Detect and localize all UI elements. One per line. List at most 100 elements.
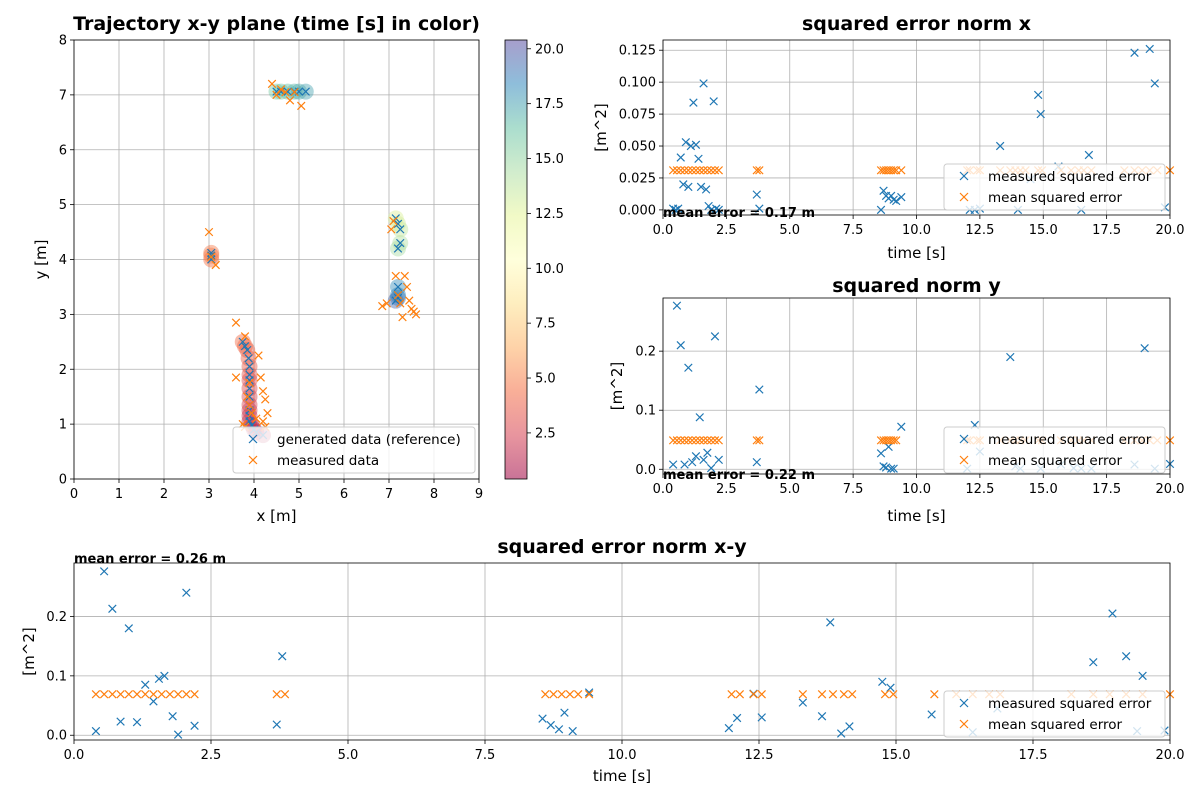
data-point — [243, 392, 252, 401]
data-point — [132, 717, 142, 727]
data-point — [817, 712, 827, 721]
data-point — [387, 225, 396, 234]
data-point — [691, 436, 701, 445]
data-point — [231, 318, 241, 327]
data-point — [680, 436, 689, 445]
data-point — [285, 96, 295, 105]
data-point — [889, 195, 898, 204]
data-point — [560, 708, 569, 717]
legend-box — [943, 163, 1166, 211]
data-point — [676, 166, 685, 175]
y-tick-label: 0.0 — [46, 729, 67, 744]
chart-title: squared error norm x-y — [497, 536, 747, 558]
data-point — [290, 87, 299, 97]
data-point — [160, 671, 169, 681]
data-point — [245, 392, 254, 401]
data-point — [673, 204, 683, 213]
data-point — [845, 722, 854, 731]
data-point — [124, 690, 134, 699]
data-point — [557, 690, 566, 699]
data-point — [378, 301, 387, 311]
data-point — [706, 166, 716, 175]
data-point — [668, 166, 678, 175]
data-point — [1006, 352, 1015, 362]
data-point — [245, 378, 254, 388]
data-point — [1108, 609, 1117, 618]
x-tick-label: 2.5 — [716, 223, 737, 238]
x-tick-label: 7.5 — [843, 482, 864, 497]
data-point — [884, 442, 893, 452]
legend-marker — [959, 192, 969, 202]
legend-marker — [248, 455, 258, 465]
data-point — [889, 166, 898, 175]
data-point — [396, 225, 405, 234]
data-point — [684, 363, 693, 372]
data-point — [701, 185, 711, 194]
legend-label: mean squared error — [988, 453, 1123, 469]
data-point — [1089, 657, 1098, 667]
colorbar-tick-label: 5.0 — [535, 372, 556, 387]
data-point — [272, 720, 281, 729]
data-point — [755, 385, 764, 394]
data-point — [396, 299, 405, 308]
data-point — [141, 680, 150, 689]
data-point — [393, 290, 403, 300]
data-point — [691, 140, 701, 149]
data-point — [714, 455, 723, 465]
data-point — [879, 186, 888, 195]
x-tick-label: 4 — [250, 487, 258, 502]
data-point — [699, 166, 708, 175]
data-point — [752, 436, 762, 445]
x-axis-label: time [s] — [887, 507, 945, 525]
data-point — [396, 238, 405, 248]
data-point — [1036, 109, 1045, 119]
data-point — [272, 690, 281, 699]
data-point — [930, 690, 939, 699]
data-point — [886, 683, 895, 692]
data-point — [880, 690, 890, 699]
data-point — [549, 690, 558, 699]
data-point — [267, 79, 277, 89]
data-point — [261, 395, 270, 404]
x-tick-label: 20.0 — [1156, 482, 1185, 497]
chart-erry: 0.0 2.5 5.0 7.5 10.0 12.5 15.0 17.5 20.0 0.0 0.1 0.… — [608, 275, 1184, 525]
x-tick-label: 20.0 — [1156, 748, 1185, 763]
data-point — [798, 698, 808, 707]
y-tick-label: 0.2 — [46, 610, 67, 625]
y-tick-label: 4 — [59, 253, 67, 268]
data-point — [889, 464, 898, 473]
y-tick-label: 2 — [59, 363, 67, 378]
x-tick-label: 2.5 — [201, 748, 222, 763]
x-tick-label: 12.5 — [745, 748, 774, 763]
axis-ticks: 0.0 2.5 5.0 7.5 10.0 12.5 15.0 17.5 20.0 0.0 0.1 0.… — [635, 345, 1184, 497]
data-point — [1140, 343, 1149, 353]
data-point — [672, 301, 682, 310]
colorbar-tick-label: 17.5 — [535, 97, 564, 112]
data-point — [752, 190, 762, 199]
x-axis-label: time [s] — [887, 244, 945, 262]
data-point — [254, 351, 263, 360]
data-point — [99, 567, 109, 576]
data-point — [732, 713, 742, 723]
data-point — [1145, 44, 1154, 54]
data-point — [393, 219, 403, 229]
data-point — [704, 201, 713, 211]
data-point — [687, 166, 697, 175]
y-tick-label: 0.050 — [619, 140, 656, 155]
colorbar: 2.5 5.0 7.5 10.0 12.5 15.0 17.5 20.0 — [504, 39, 564, 480]
legend-label: measured data — [277, 453, 379, 469]
x-tick-label: 0.0 — [653, 223, 674, 238]
data-point — [204, 227, 214, 237]
x-tick-label: 7.5 — [843, 223, 864, 238]
x-tick-label: 10.0 — [902, 223, 931, 238]
data-point — [710, 332, 720, 341]
data-point — [695, 166, 704, 175]
data-point — [149, 697, 158, 706]
data-point — [258, 417, 268, 426]
x-tick-label: 10.0 — [608, 748, 637, 763]
legend-label: measured squared error — [988, 696, 1152, 712]
y-tick-label: 6 — [59, 143, 67, 158]
colorbar-tick-label: 20.0 — [535, 42, 564, 57]
data-point — [679, 180, 688, 189]
